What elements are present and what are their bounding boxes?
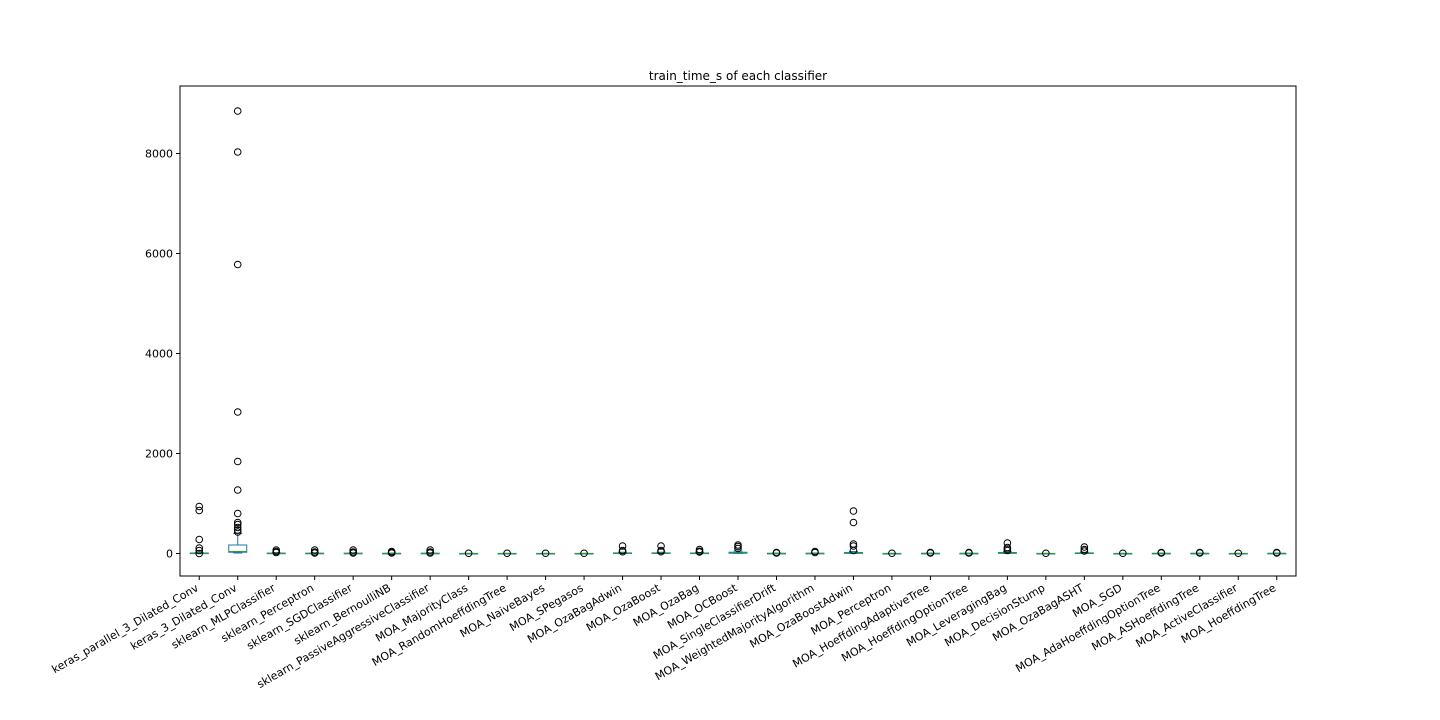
outlier-point (272, 548, 281, 557)
outlier-point (233, 528, 242, 536)
outlier-point (811, 548, 819, 557)
outlier-point (426, 546, 434, 554)
outlier-point (1080, 543, 1089, 551)
outlier-point (233, 148, 242, 156)
outlier-point (849, 507, 858, 515)
box-MOA_OzaBag (690, 545, 710, 556)
outlier-point (233, 523, 242, 532)
outlier-point (580, 549, 588, 558)
outlier-point (772, 549, 781, 557)
outlier-point (349, 546, 357, 554)
outlier-point (657, 542, 665, 550)
outlier-point (849, 542, 858, 550)
outlier-point (233, 520, 242, 529)
outlier-point (1080, 547, 1089, 555)
outlier-point (734, 544, 742, 553)
outlier-point (618, 547, 627, 556)
outlier-point (310, 546, 319, 554)
outlier-point (195, 546, 204, 555)
outlier-point (926, 549, 935, 557)
box-MOA_OzaBagAdwin (613, 542, 633, 556)
outlier-point (849, 518, 858, 527)
y-axis: 0 2000 4000 6000 8000 (145, 148, 180, 561)
outlier-point (1234, 549, 1243, 558)
outlier-point (233, 457, 242, 466)
box-sklearn_Perceptron (305, 546, 325, 557)
box-MOA_HoeffdingOptionTree (959, 548, 979, 557)
box-MOA_LeveragingBag (997, 539, 1017, 555)
outlier-point (1157, 549, 1166, 557)
y-tick-label: 6000 (145, 248, 173, 261)
outlier-point (233, 260, 242, 269)
box-MOA_OCBoost (728, 541, 748, 554)
outlier-point (233, 486, 242, 494)
box-MOA_ActiveClassifier (1228, 549, 1248, 558)
outlier-point (426, 549, 434, 557)
outlier-point (464, 549, 473, 558)
box-sklearn_SGDClassifier (343, 546, 363, 557)
outlier-point (195, 549, 204, 558)
outlier-point (233, 509, 242, 518)
outlier-point (1003, 546, 1012, 555)
outlier-point (1042, 549, 1050, 558)
outlier-point (1272, 549, 1281, 557)
outlier-point (195, 535, 204, 544)
box-MOA_ASHoeffdingTree (1190, 548, 1210, 557)
box-MOA_NaiveBayes (536, 549, 556, 558)
outlier-point (195, 544, 204, 552)
box-sklearn_MLPClassifier (266, 546, 286, 557)
outlier-point (233, 408, 242, 416)
outlier-point (233, 518, 242, 527)
plot-area (189, 107, 1287, 558)
box-MOA_HoeffdingTree (1267, 548, 1287, 557)
box-MOA_SPegasos (574, 549, 594, 558)
chart-title: train_time_s of each classifier (649, 69, 827, 83)
box-MOA_Perceptron (882, 549, 902, 558)
outlier-point (233, 107, 242, 115)
box-keras_parallel_3_Dilated_Conv (189, 502, 209, 558)
outlier-point (503, 549, 511, 558)
box-MOA_OzaBoost (651, 542, 671, 556)
box-sklearn_BernoulliNB (382, 547, 402, 557)
outlier-point (1195, 549, 1204, 557)
outlier-point (1119, 549, 1127, 558)
outlier-point (657, 547, 665, 556)
y-tick-label: 0 (166, 548, 173, 561)
outlier-point (965, 549, 973, 557)
y-tick-label: 8000 (145, 148, 173, 161)
iqr-box (228, 544, 248, 553)
outlier-point (349, 549, 357, 557)
box-MOA_HoeffdingAdaptiveTree (920, 548, 940, 557)
outlier-point (195, 502, 204, 511)
outlier-point (1003, 539, 1012, 547)
y-tick-label: 4000 (145, 348, 173, 361)
box-MOA_DecisionStump (1036, 549, 1056, 558)
box-MOA_OzaBagASHT (1074, 543, 1094, 555)
outlier-point (734, 542, 742, 551)
box-MOA_MajorityClass (459, 549, 479, 558)
outlier-point (195, 506, 204, 515)
box-MOA_AdaHoeffdingOptionTree (1151, 548, 1171, 557)
box-MOA_SingleClassifierDrift (766, 548, 786, 557)
outlier-point (849, 546, 858, 555)
box-MOA_WeightedMajorityAlgorithm (805, 547, 825, 557)
outlier-point (310, 549, 319, 557)
axes-frame (179, 85, 1297, 577)
box-MOA_RandomHoeffdingTree (497, 549, 517, 558)
outlier-point (541, 549, 550, 558)
box-sklearn_PassiveAggressiveClassifier (420, 546, 440, 557)
box-MOA_OzaBoostAdwin (843, 507, 863, 555)
outlier-point (888, 549, 896, 558)
outlier-point (387, 549, 396, 557)
outlier-point (233, 526, 242, 534)
box-MOA_SGD (1113, 549, 1133, 558)
y-tick-label: 2000 (145, 448, 173, 461)
outlier-point (695, 548, 704, 556)
box-keras_3_Dilated_Conv (228, 107, 248, 554)
outlier-point (618, 542, 627, 550)
